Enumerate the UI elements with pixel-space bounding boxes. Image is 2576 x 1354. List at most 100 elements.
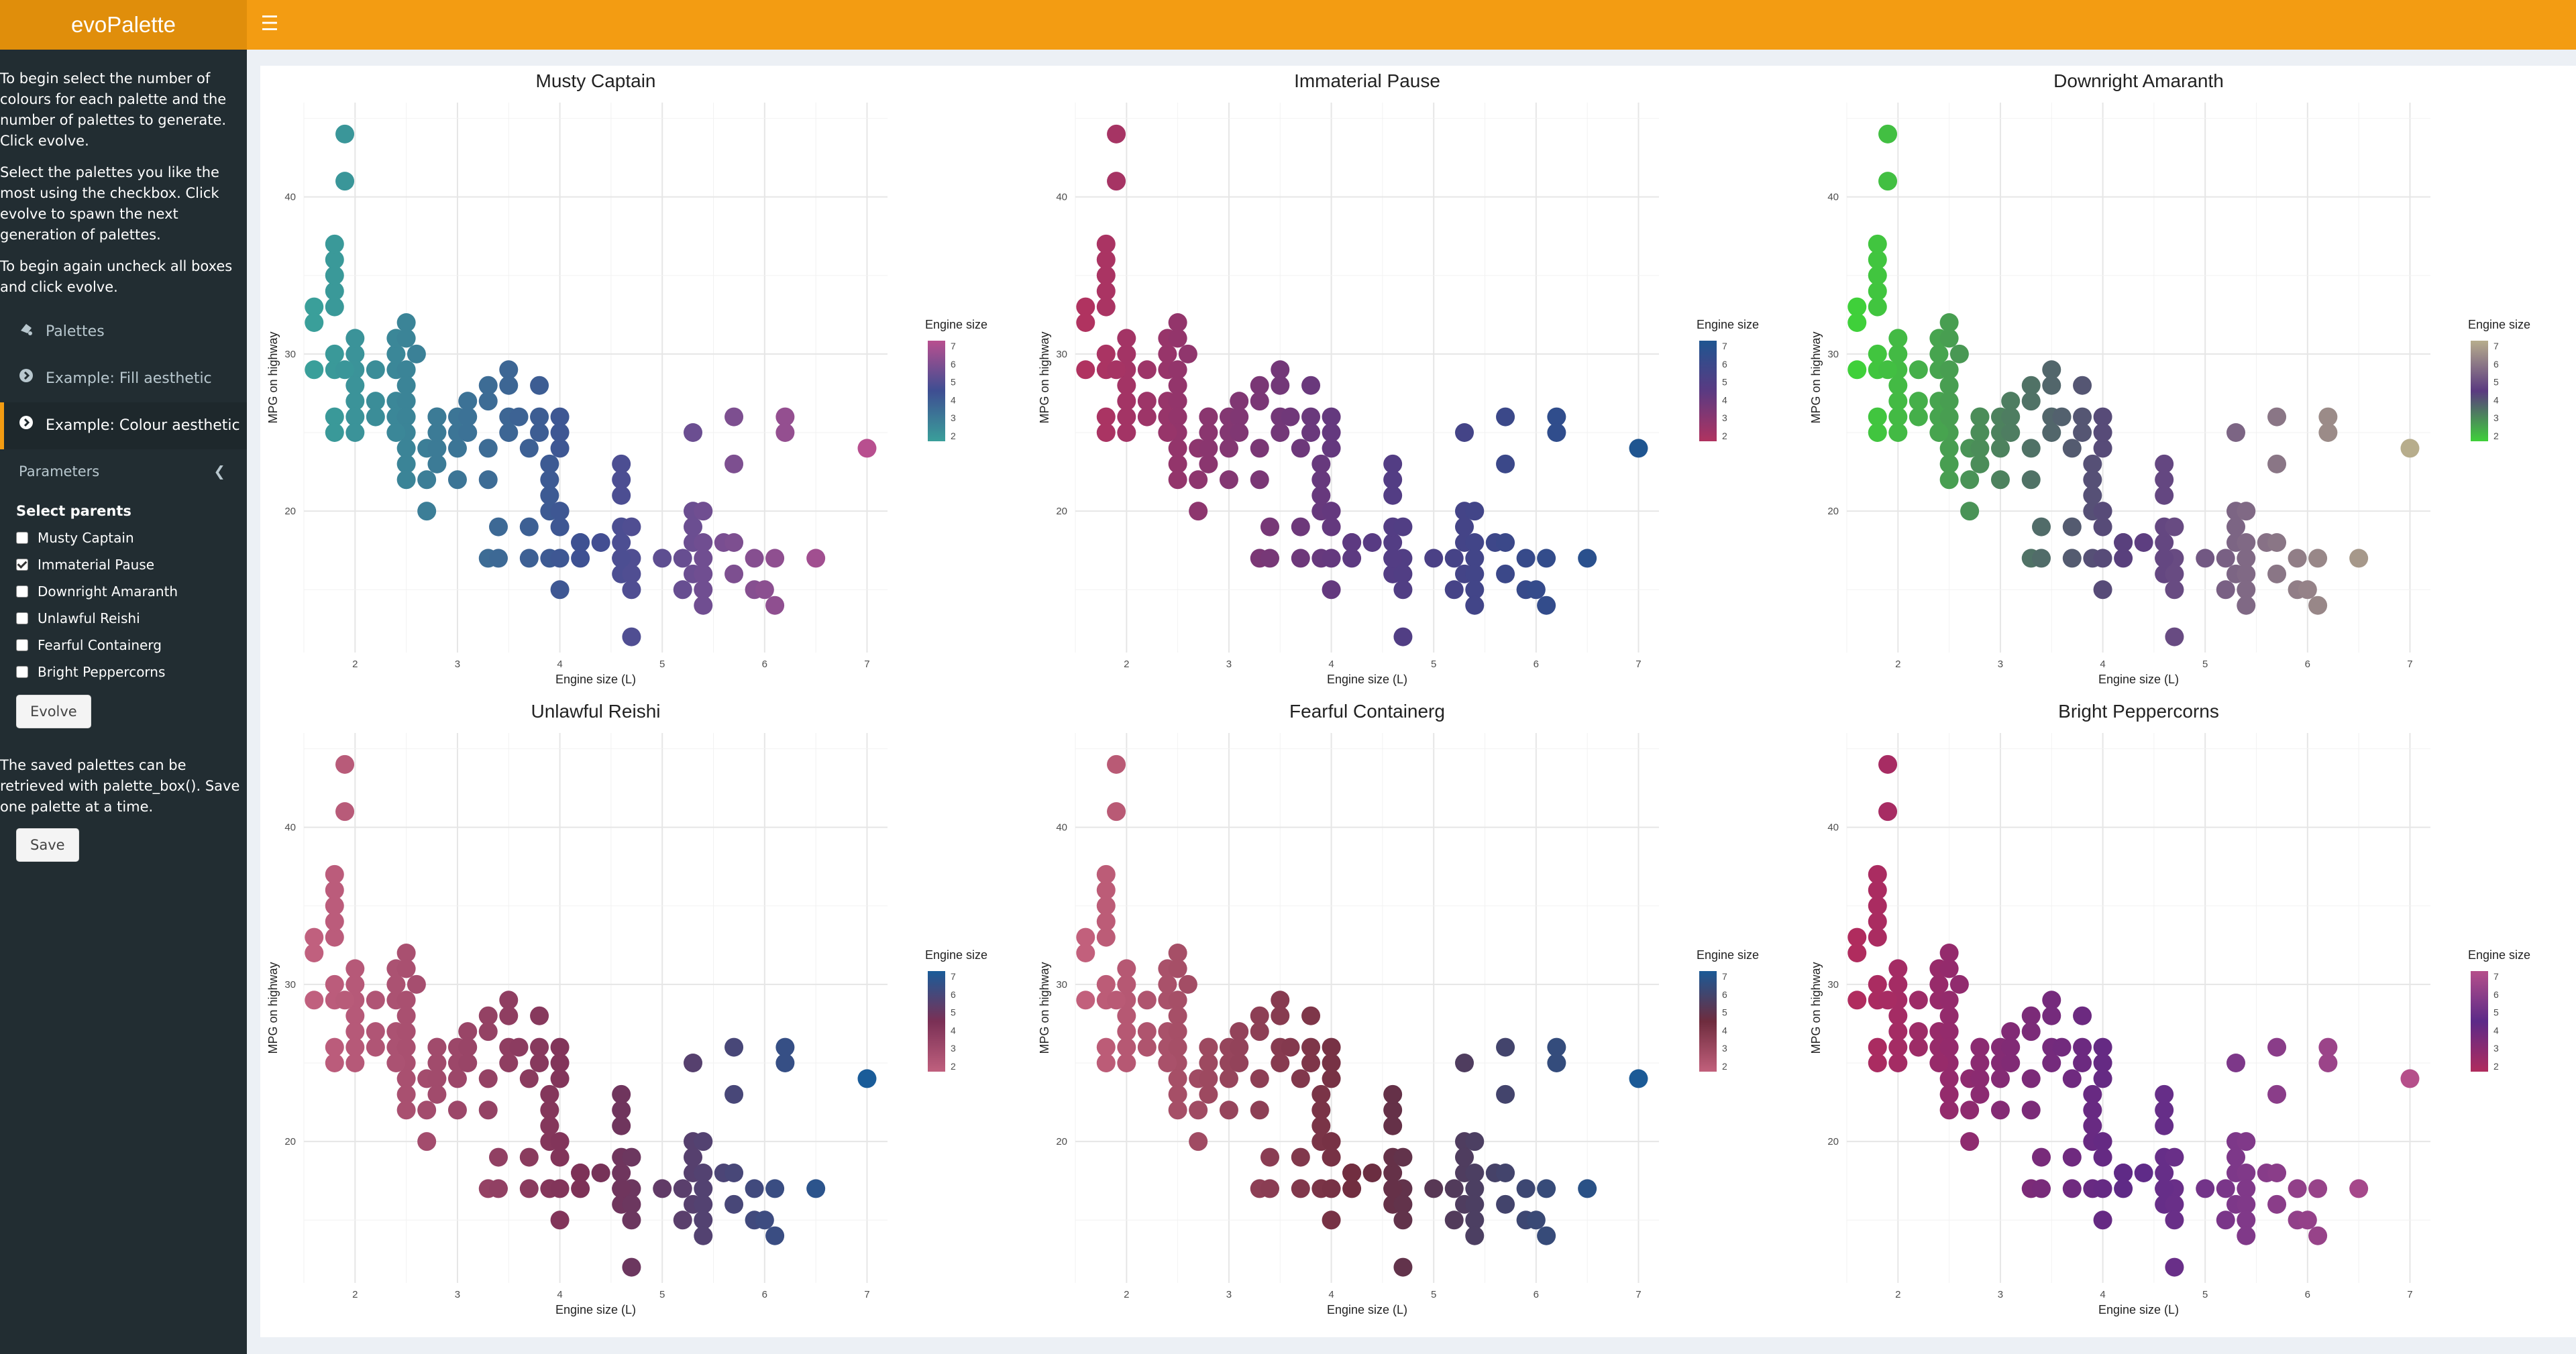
data-point [1526,580,1546,600]
data-point [1219,439,1238,458]
data-point [305,360,324,380]
checkbox[interactable] [16,531,28,544]
data-point [612,470,631,490]
data-point [2267,564,2287,583]
checkbox-checked[interactable] [16,558,28,571]
legend-tick-label: 2 [2493,431,2499,441]
sidebar-item-colour-aesthetic[interactable]: Example: Colour aesthetic [0,402,247,449]
data-point [1117,407,1136,427]
data-point [499,1006,519,1025]
data-point [1117,1054,1136,1072]
data-point [2288,549,2307,568]
parent-checkbox-unlawful-reishi[interactable]: Unlawful Reishi [0,605,247,632]
data-point [1960,470,1980,490]
data-point [1909,1022,1928,1041]
checkbox[interactable] [16,638,28,651]
legend-tick-label: 2 [951,1061,956,1072]
data-point [1888,974,1908,994]
data-point [2165,1210,2184,1230]
sidebar-toggle-button[interactable]: ☰ [255,0,284,50]
data-point [1868,407,1887,427]
data-point [1547,1054,1566,1072]
x-tick-label: 2 [1124,659,1129,670]
checkbox[interactable] [16,585,28,598]
x-axis-label: Engine size (L) [555,673,636,686]
save-button[interactable]: Save [16,828,79,862]
sidebar-item-palettes[interactable]: Palettes [0,308,247,355]
data-point [396,1037,416,1057]
data-point [2134,533,2153,552]
legend-tick-label: 5 [2493,1007,2499,1018]
data-point [765,1226,785,1245]
parent-checkbox-musty-captain[interactable]: Musty Captain [0,524,247,551]
data-point [1137,1037,1157,1057]
data-point [1322,1037,1341,1057]
data-point [1250,1101,1269,1120]
data-point [1455,1054,1474,1072]
data-point [2155,454,2174,473]
data-point [325,297,344,317]
data-point [1250,392,1269,411]
legend-tick-label: 4 [1722,394,1727,405]
data-point [1250,470,1269,490]
data-point [724,1084,744,1104]
data-point [325,881,344,900]
data-point [396,470,416,490]
data-point [1260,1147,1279,1167]
parent-checkbox-downright-amaranth[interactable]: Downright Amaranth [0,578,247,605]
parameters-toggle[interactable]: Parameters ❮ [0,449,247,494]
y-tick-label: 30 [284,349,296,360]
data-point [1960,502,1980,521]
data-point [1888,423,1908,442]
x-tick-label: 2 [1895,659,1900,670]
data-point [2032,1147,2051,1167]
data-point [2237,533,2256,552]
data-point [2165,580,2184,600]
data-point [1990,1101,2010,1120]
data-point [1322,502,1341,521]
data-point [489,549,508,568]
data-point [1888,1006,1908,1025]
data-point [2155,1164,2174,1182]
data-point [2349,549,2369,568]
parent-checkbox-immaterial-pause[interactable]: Immaterial Pause [0,551,247,578]
x-tick-label: 5 [659,1289,665,1300]
data-point [2083,470,2102,490]
x-tick-label: 7 [1635,659,1641,670]
data-point [1868,250,1887,270]
data-point [1096,864,1116,884]
data-point [1107,360,1126,380]
legend-tick-label: 5 [1722,377,1727,388]
data-point [2237,502,2256,521]
legend-tick-label: 4 [951,394,956,405]
data-point [1219,1101,1238,1120]
data-point [1117,959,1136,978]
checkbox[interactable] [16,612,28,624]
checkbox[interactable] [16,665,28,678]
data-point [1096,974,1116,994]
data-point [1393,580,1413,600]
data-point [1878,754,1898,774]
sidebar-item-fill-aesthetic[interactable]: Example: Fill aesthetic [0,355,247,402]
data-point [2042,423,2061,442]
x-tick-label: 4 [557,1289,562,1300]
data-point [694,502,713,521]
data-point [1496,454,1515,473]
parent-checkbox-bright-peppercorns[interactable]: Bright Peppercorns [0,659,247,685]
data-point [1362,533,1382,552]
data-point [724,1037,744,1057]
data-point [1970,454,1990,473]
evolve-button[interactable]: Evolve [16,695,91,728]
data-point [2155,1116,2174,1135]
data-point [694,580,713,600]
app-logo[interactable]: evoPalette [0,0,247,50]
data-point [1878,802,1898,822]
data-point [684,1054,702,1072]
data-point [1878,991,1898,1010]
data-point [694,1164,713,1182]
parent-checkbox-fearful-containerg[interactable]: Fearful Containerg [0,632,247,659]
data-point [2165,1194,2184,1214]
checkbox-label: Bright Peppercorns [38,664,166,680]
data-point [1168,360,1187,380]
data-point [1990,1069,2010,1088]
